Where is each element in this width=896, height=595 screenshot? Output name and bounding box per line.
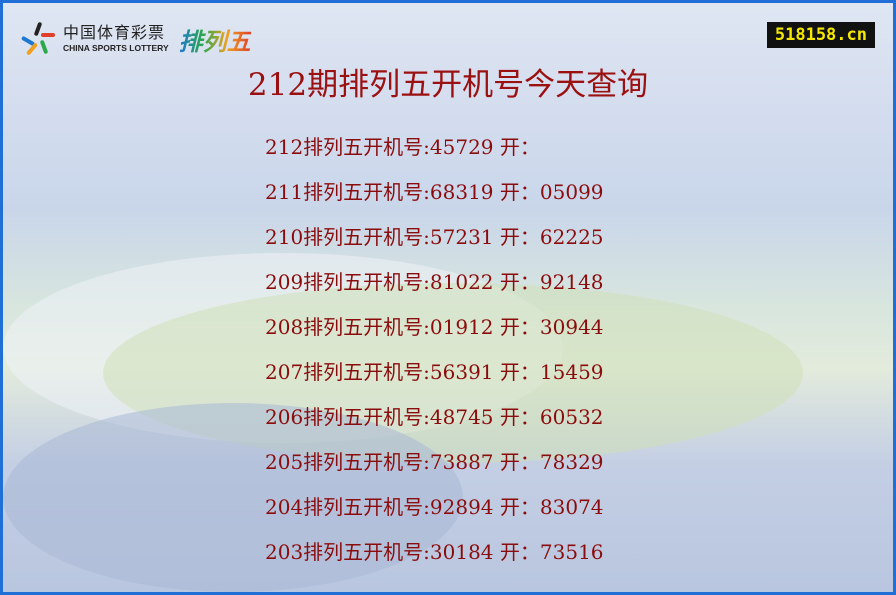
results-list: 212排列五开机号:45729 开： 211排列五开机号:68319 开：050… <box>265 131 604 581</box>
background-trees <box>3 403 463 592</box>
logo-chinese: 中国体育彩票 <box>63 23 166 43</box>
page-title: 212期排列五开机号今天查询 <box>247 67 649 103</box>
list-item: 209排列五开机号:81022 开：92148 <box>265 270 604 294</box>
china-sports-lottery-logo: 中国体育彩票 CHINA SPORTS LOTTERY 排列五 <box>20 21 251 57</box>
list-item: 207排列五开机号:56391 开：15459 <box>265 360 604 384</box>
list-item: 211排列五开机号:68319 开：05099 <box>265 180 604 204</box>
list-item: 204排列五开机号:92894 开：83074 <box>265 495 604 519</box>
list-item: 210排列五开机号:57231 开：62225 <box>265 225 604 249</box>
list-item: 203排列五开机号:30184 开：73516 <box>265 540 604 564</box>
logo-english: CHINA SPORTS LOTTERY <box>63 43 169 54</box>
logo-product: 排列五 <box>179 22 251 57</box>
list-item: 205排列五开机号:73887 开：78329 <box>265 450 604 474</box>
list-item: 212排列五开机号:45729 开： <box>265 135 540 159</box>
list-item: 208排列五开机号:01912 开：30944 <box>265 315 604 339</box>
site-badge: 518158.cn <box>766 22 875 48</box>
list-item: 206排列五开机号:48745 开：60532 <box>265 405 604 429</box>
lottery-star-icon <box>20 21 57 57</box>
